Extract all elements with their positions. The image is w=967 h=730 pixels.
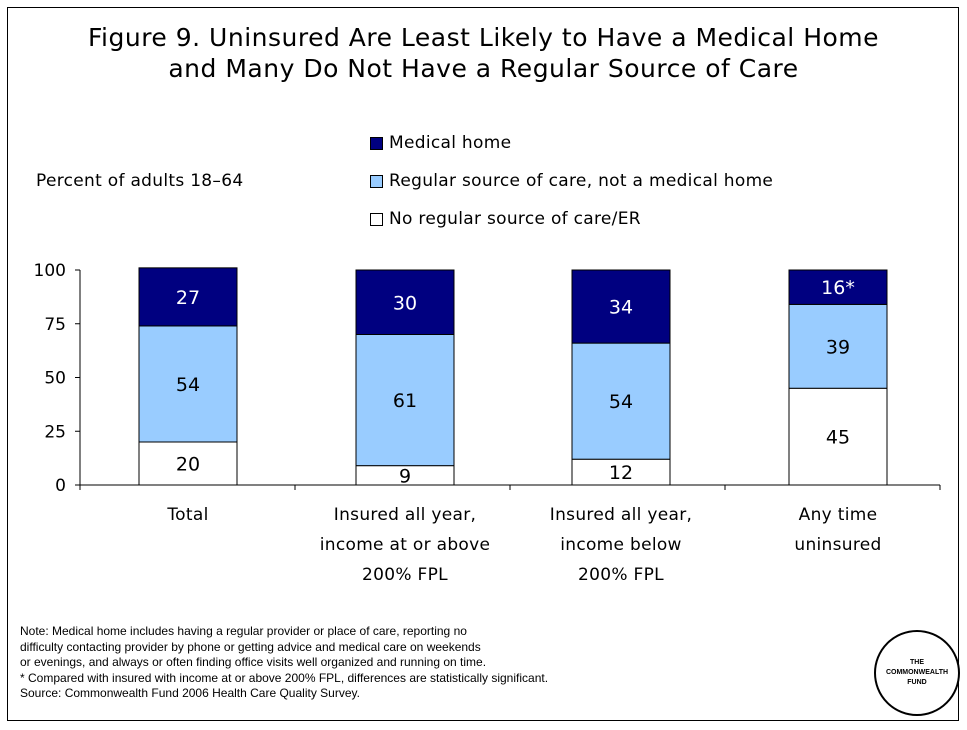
y-tick-label: 25 <box>44 422 66 442</box>
legend-item-no-regular-source: No regular source of care/ER <box>370 209 773 229</box>
legend-swatch-regular-source <box>370 174 383 188</box>
bar-segment <box>138 325 238 443</box>
legend-label-regular-source: Regular source of care, not a medical ho… <box>389 171 774 191</box>
x-tick-label: Insured all year, income below 200% FPL <box>516 500 726 590</box>
y-tick-label: 50 <box>44 369 66 389</box>
bar-segment <box>138 267 238 327</box>
x-tick-label-line: income at or above <box>319 535 491 555</box>
legend-swatch-no-regular-source <box>370 212 383 226</box>
stacked-bar-chart: 0 25 50 75 100 20 54 27 9 61 30 12 54 34 45 39 16* <box>34 261 941 496</box>
y-tick-label: 100 <box>34 261 66 281</box>
note-line: difficulty contacting provider by phone … <box>20 639 481 654</box>
note-line: Source: Commonwealth Fund 2006 Health Ca… <box>20 686 360 700</box>
x-tick-label-line: Any time <box>798 505 878 525</box>
bar-segment <box>355 269 455 335</box>
legend: Medical home Regular source of care, not… <box>370 133 773 247</box>
y-axis-title: Percent of adults 18–64 <box>36 171 244 191</box>
x-tick-label: Total <box>83 500 293 530</box>
chart-title: Figure 9. Uninsured Are Least Likely to … <box>0 22 967 84</box>
data-label: 61 <box>393 390 417 412</box>
legend-item-regular-source: Regular source of care, not a medical ho… <box>370 171 773 191</box>
note-line: Note: Medical home includes having a reg… <box>20 624 467 638</box>
figure-frame <box>7 7 959 721</box>
x-tick-label-line: income below <box>560 535 682 555</box>
data-label: 34 <box>609 297 633 319</box>
data-label: 54 <box>609 391 633 413</box>
data-label: 39 <box>826 336 850 358</box>
title-line-2: and Many Do Not Have a Regular Source of… <box>168 54 799 83</box>
data-label: 9 <box>399 465 411 487</box>
data-label: 54 <box>176 374 200 396</box>
note-line: or evenings, and always or often finding… <box>20 655 487 669</box>
bar-segment <box>788 387 888 486</box>
note-line: * Compared with insured with income at o… <box>20 670 549 685</box>
data-label: 16* <box>821 277 855 299</box>
bar-segment <box>788 269 888 305</box>
x-tick-label-line: 200% FPL <box>578 565 664 585</box>
y-tick-label: 75 <box>44 315 66 335</box>
title-line-1: Figure 9. Uninsured Are Least Likely to … <box>87 23 880 52</box>
bar-segment <box>571 458 671 486</box>
y-tick-label: 0 <box>55 476 66 496</box>
commonwealth-fund-logo: THE COMMONWEALTH FUND <box>874 630 960 716</box>
x-tick-label: Any time uninsured <box>733 500 943 560</box>
data-label: 27 <box>176 287 200 309</box>
data-label: 45 <box>826 427 850 449</box>
bar-segment <box>571 269 671 344</box>
bar-segment <box>355 334 455 467</box>
legend-label-no-regular-source: No regular source of care/ER <box>389 209 641 229</box>
x-tick-label: Insured all year, income at or above 200% … <box>300 500 510 590</box>
data-label: 20 <box>176 454 200 476</box>
bar-segment <box>788 303 888 389</box>
legend-item-medical-home: Medical home <box>370 133 773 153</box>
legend-label-medical-home: Medical home <box>389 133 512 153</box>
data-label: 30 <box>393 292 417 314</box>
bar-segment <box>571 342 671 460</box>
legend-swatch-medical-home <box>370 136 383 150</box>
x-tick-label-line: Total <box>167 505 209 525</box>
data-label: 12 <box>609 462 633 484</box>
footnotes: Note: Medical home includes having a reg… <box>20 624 548 702</box>
x-tick-label-line: Insured all year, <box>549 505 693 525</box>
x-tick-label-line: 200% FPL <box>362 565 448 585</box>
x-tick-label-line: uninsured <box>794 535 882 555</box>
x-tick-label-line: Insured all year, <box>333 505 477 525</box>
